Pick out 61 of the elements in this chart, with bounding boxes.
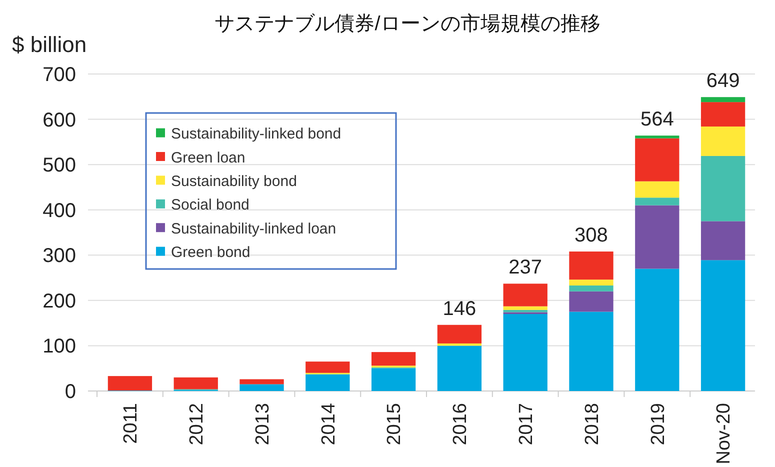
x-tick-label: 2015 <box>384 403 406 446</box>
bar <box>700 97 746 102</box>
bar <box>569 312 614 391</box>
legend-label: Green bond <box>171 244 250 262</box>
legend-label: Sustainability-linked loan <box>171 220 336 238</box>
y-axis-title: $ billion <box>12 32 87 57</box>
bar <box>371 352 416 366</box>
bar <box>437 346 482 391</box>
bar <box>635 181 680 198</box>
total-label: 146 <box>442 298 476 320</box>
x-tick-label: 2011 <box>120 403 142 444</box>
legend-label: Green loan <box>171 149 246 166</box>
bar <box>569 291 614 312</box>
bar <box>306 362 350 373</box>
x-tick-label: 2012 <box>186 403 208 446</box>
y-tick-label: 200 <box>42 290 76 312</box>
y-tick-label: 600 <box>42 109 76 132</box>
total-label: 564 <box>640 108 674 131</box>
bar <box>371 368 416 391</box>
bar <box>437 324 482 344</box>
total-label: 237 <box>508 256 542 279</box>
x-tick-label: 2013 <box>252 403 274 446</box>
bar <box>700 126 746 156</box>
bar <box>700 156 746 222</box>
y-tick-label: 400 <box>42 200 76 222</box>
bar <box>503 314 548 391</box>
bar <box>635 205 680 269</box>
bar <box>569 252 614 280</box>
legend-label: Sustainability bond <box>171 172 297 190</box>
bar <box>700 221 746 260</box>
x-tick-label: 2018 <box>582 403 603 446</box>
bar <box>635 138 680 182</box>
bar <box>108 376 152 391</box>
bar <box>240 384 284 391</box>
x-tick-label: 2017 <box>516 403 537 446</box>
bar <box>503 284 548 306</box>
bar <box>635 136 680 138</box>
y-tick-label: 100 <box>42 336 76 358</box>
bar <box>700 102 746 127</box>
bar <box>174 377 218 390</box>
legend-label: Social bond <box>171 196 250 214</box>
x-tick-label: 2016 <box>450 403 472 446</box>
total-label: 649 <box>706 70 740 92</box>
legend-label: Sustainability-linked bond <box>171 126 342 143</box>
x-tick-label: Nov-20 <box>714 403 735 464</box>
bar <box>503 306 548 310</box>
y-tick-label: 700 <box>42 64 76 86</box>
y-tick-label: 0 <box>64 381 76 403</box>
total-label: 308 <box>574 224 608 247</box>
x-tick-label: 2014 <box>318 402 340 446</box>
y-tick-label: 500 <box>42 154 76 177</box>
x-tick-label: 2019 <box>648 403 669 446</box>
bar <box>635 268 680 391</box>
bar <box>240 379 284 384</box>
chart-title: サステナブル債券/ローンの市場規模の推移 <box>214 13 600 35</box>
y-tick-label: 300 <box>42 245 76 268</box>
bar <box>700 260 746 391</box>
bar <box>635 198 680 206</box>
bar <box>306 374 350 391</box>
bar <box>569 285 614 292</box>
bar <box>569 280 614 286</box>
